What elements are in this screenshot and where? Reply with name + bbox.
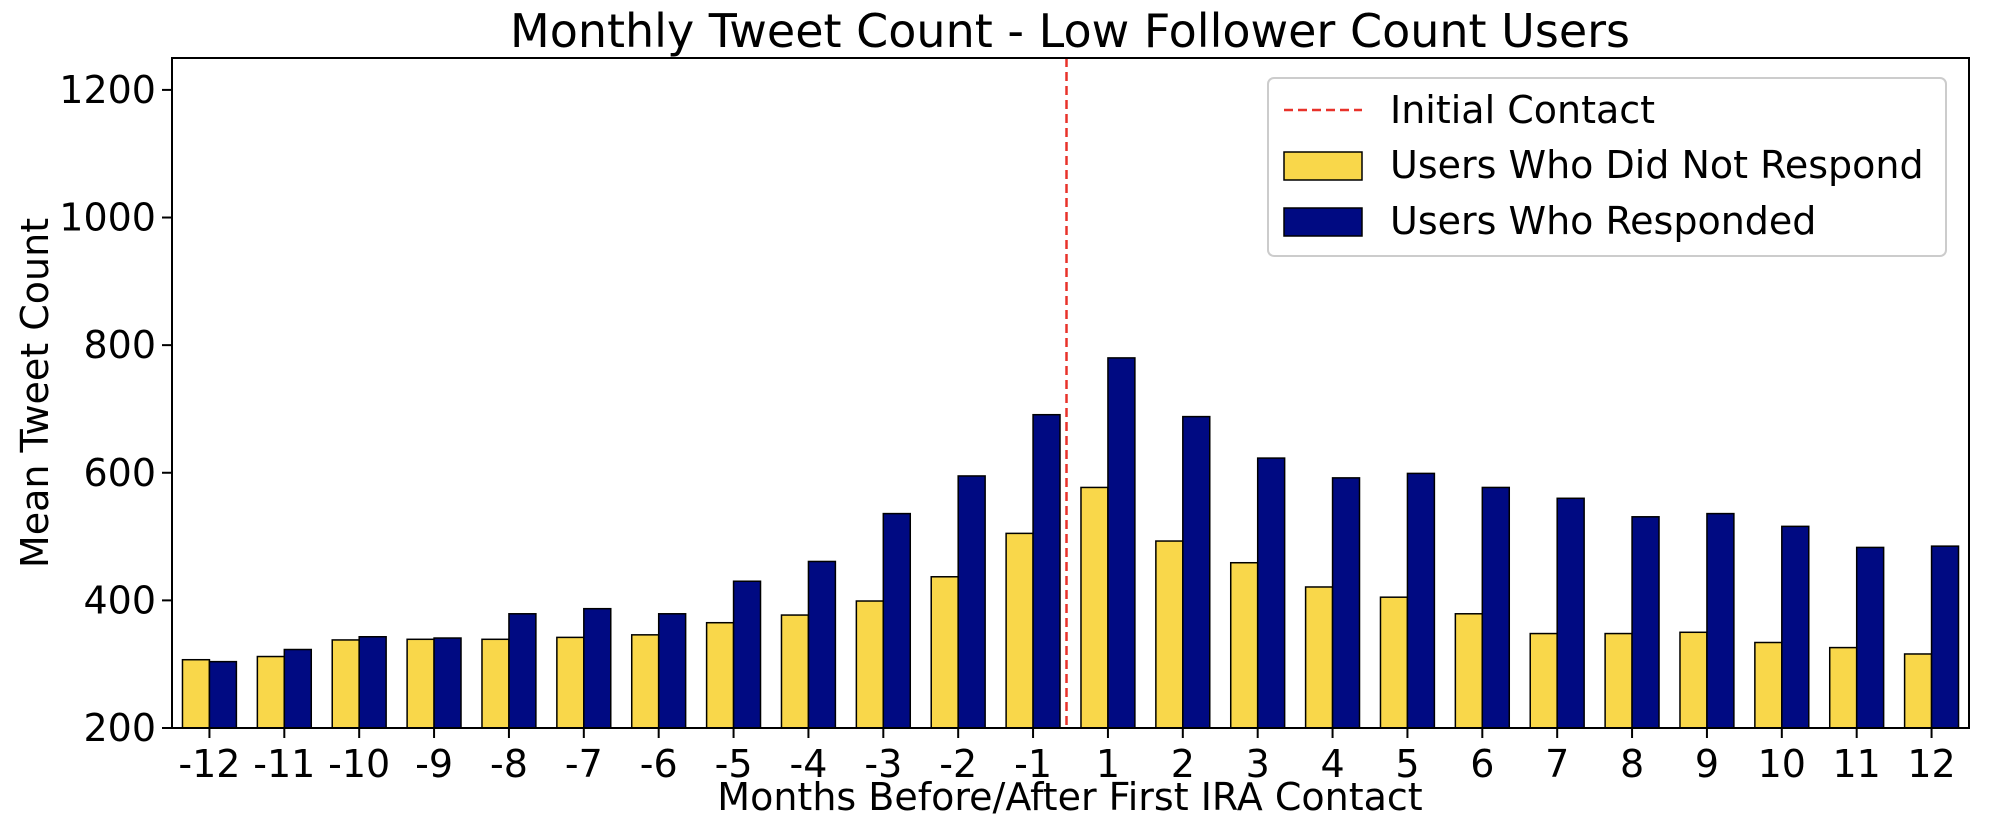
bar-responded-1 <box>1107 357 1136 729</box>
y-tick-label: 400 <box>83 578 156 622</box>
bar-responded--10 <box>358 636 387 729</box>
bar-not-respond-1 <box>1080 486 1109 729</box>
x-axis: -12 -11 -10 -9 -8 -7 -6 -5 -4 -3 -2 -1 1 2 3 4 5 6 7 8 9 10 11… <box>178 728 1956 786</box>
x-tick-label: 10 <box>1758 742 1806 786</box>
bar-not-respond-7 <box>1529 632 1558 729</box>
x-tick-label: 7 <box>1545 742 1569 786</box>
x-tick-label: -12 <box>178 742 240 786</box>
bar-not-respond--4 <box>780 614 810 729</box>
y-axis-label: Mean Tweet Count <box>13 218 57 568</box>
bar-responded--9 <box>433 637 462 729</box>
bar-not-respond-5 <box>1379 596 1409 729</box>
bar-responded--8 <box>508 613 537 729</box>
bar-responded-7 <box>1556 497 1585 729</box>
x-tick-label: -1 <box>1014 742 1052 786</box>
bar-responded-3 <box>1256 457 1286 729</box>
bar-responded--11 <box>283 648 313 729</box>
bar-responded-10 <box>1781 525 1810 729</box>
bar-not-respond-4 <box>1304 586 1334 729</box>
bar-responded--6 <box>657 613 687 729</box>
x-tick-label: 2 <box>1171 742 1195 786</box>
bar-not-respond-12 <box>1903 653 1933 729</box>
x-tick-label: 5 <box>1395 742 1419 786</box>
legend-initial-contact-label: Initial Contact <box>1390 88 1655 132</box>
legend-responded-label: Users Who Responded <box>1390 199 1816 243</box>
x-tick-label: -9 <box>415 742 453 786</box>
y-axis: 200 400 600 800 1000 1200 <box>59 68 172 750</box>
bar-not-respond-11 <box>1828 646 1858 729</box>
x-tick-label: -10 <box>328 742 390 786</box>
x-tick-label: 9 <box>1695 742 1719 786</box>
bar-not-respond--6 <box>630 634 660 729</box>
bar-responded-11 <box>1855 546 1885 729</box>
x-tick-label: 4 <box>1320 742 1344 786</box>
bar-responded--7 <box>583 607 612 729</box>
bar-responded--1 <box>1032 413 1061 729</box>
bar-not-respond-9 <box>1679 631 1708 729</box>
x-tick-label: 8 <box>1620 742 1644 786</box>
plot-area-frame <box>171 57 1970 729</box>
y-tick-label: 1000 <box>59 196 156 240</box>
bar-responded-9 <box>1706 512 1735 729</box>
y-tick-label: 800 <box>83 323 156 367</box>
bar-not-respond--10 <box>331 639 360 729</box>
x-tick-label: -4 <box>789 742 827 786</box>
bar-responded--12 <box>208 660 238 729</box>
bar-responded-2 <box>1182 415 1211 729</box>
y-tick-label: 200 <box>83 706 156 750</box>
chart-title: Monthly Tweet Count - Low Follower Count… <box>510 4 1630 58</box>
x-tick-label: 3 <box>1246 742 1270 786</box>
x-tick-label: -5 <box>715 742 753 786</box>
x-tick-label: -6 <box>640 742 678 786</box>
bar-not-respond--5 <box>705 621 735 729</box>
bar-responded-5 <box>1406 472 1436 729</box>
x-tick-label: -8 <box>490 742 528 786</box>
bar-not-respond--9 <box>406 638 435 729</box>
x-axis-label: Months Before/After First IRA Contact <box>717 775 1422 819</box>
legend-responded-swatch <box>1283 207 1363 237</box>
bar-not-respond--8 <box>481 638 510 729</box>
bar-responded--5 <box>732 580 762 729</box>
x-tick-label: -11 <box>253 742 315 786</box>
bar-not-respond--1 <box>1005 532 1034 729</box>
bar-responded--4 <box>807 560 837 729</box>
bar-responded--2 <box>957 475 986 729</box>
bar-not-respond--7 <box>556 636 585 729</box>
y-tick-label: 600 <box>83 451 156 495</box>
bar-not-respond-3 <box>1229 561 1259 729</box>
x-tick-label: -2 <box>939 742 977 786</box>
y-tick-label: 1200 <box>59 68 156 112</box>
legend: Initial Contact Users Who Did Not Respon… <box>1267 77 1947 257</box>
bar-not-respond--12 <box>181 658 211 729</box>
bar-not-respond-8 <box>1604 632 1633 729</box>
bar-not-respond-6 <box>1454 613 1484 729</box>
bar-not-respond--11 <box>256 655 286 729</box>
x-tick-label: 11 <box>1833 742 1881 786</box>
x-tick-label: 6 <box>1470 742 1494 786</box>
x-tick-label: -7 <box>565 742 603 786</box>
bar-responded-8 <box>1631 516 1660 729</box>
legend-not-respond-label: Users Who Did Not Respond <box>1390 143 1924 187</box>
bars-group <box>181 357 1960 729</box>
bar-responded-12 <box>1930 545 1960 729</box>
bar-responded-6 <box>1481 486 1511 729</box>
legend-not-respond-swatch <box>1283 151 1363 181</box>
bar-not-respond-10 <box>1754 641 1783 729</box>
bar-responded-4 <box>1331 477 1361 729</box>
x-tick-label: -3 <box>864 742 902 786</box>
legend-box <box>1267 77 1947 257</box>
bar-not-respond--3 <box>855 600 885 729</box>
x-tick-label: 12 <box>1907 742 1955 786</box>
bar-responded--3 <box>882 512 912 729</box>
x-tick-label: 1 <box>1096 742 1120 786</box>
bar-not-respond-2 <box>1155 540 1184 729</box>
bar-not-respond--2 <box>930 576 959 729</box>
